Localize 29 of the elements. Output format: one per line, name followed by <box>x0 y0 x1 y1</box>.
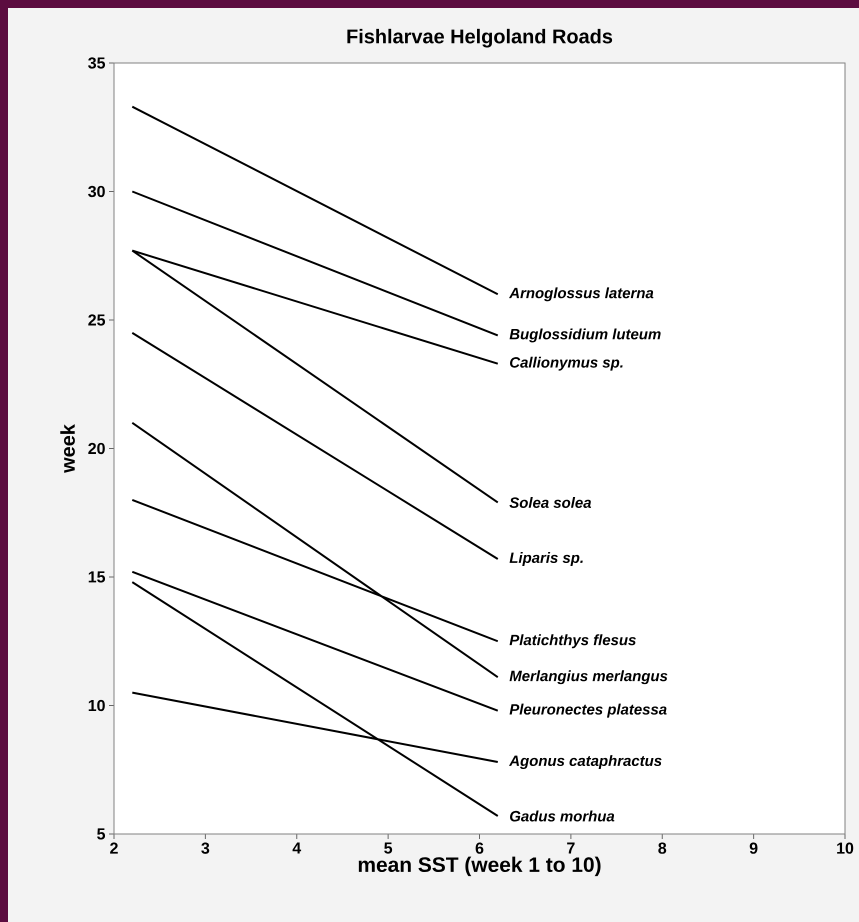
x-tick-label: 9 <box>750 842 758 854</box>
series-label: Solea solea <box>509 496 592 508</box>
series-label: Pleuronectes platessa <box>510 704 667 718</box>
y-axis-title: week <box>60 424 75 473</box>
y-tick-label: 15 <box>88 571 106 583</box>
series-label: Arnoglossus laterna <box>508 287 654 302</box>
series-label: Liparis sp. <box>510 552 583 566</box>
series-label: Callionymus sp. <box>510 356 623 371</box>
x-tick-label: 6 <box>476 842 484 854</box>
y-tick-label: 10 <box>88 700 105 712</box>
x-tick-label: 4 <box>292 842 302 854</box>
x-tick-label: 5 <box>384 842 392 854</box>
x-axis-title: mean SST (week 1 to 10) <box>358 856 601 876</box>
x-tick-label: 7 <box>567 842 575 854</box>
y-tick-label: 30 <box>88 186 105 198</box>
chart-title: Fishlarvae Helgoland Roads <box>347 28 612 48</box>
y-tick-label: 5 <box>97 828 106 840</box>
x-tick-label: 2 <box>110 842 118 854</box>
x-tick-label: 10 <box>837 842 854 854</box>
series-label: Buglossidium luteum <box>510 328 661 342</box>
y-tick-label: 25 <box>88 314 106 326</box>
series-label: Merlangius merlangus <box>510 670 668 684</box>
x-tick-label: 8 <box>658 842 666 854</box>
x-tick-label: 3 <box>201 842 210 854</box>
y-tick-label: 35 <box>88 57 106 69</box>
series-label: Platichthys flesus <box>510 634 636 648</box>
series-label: Agonus cataphractus <box>508 755 662 769</box>
series-label: Gadus morhua <box>510 810 614 822</box>
y-tick-label: 20 <box>88 442 105 454</box>
